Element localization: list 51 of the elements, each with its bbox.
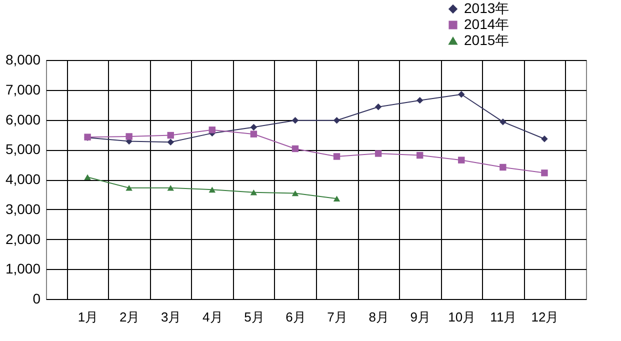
point (333, 116, 340, 124)
point (167, 132, 174, 139)
x-tick-label: 2月 (119, 310, 140, 324)
y-tick-label: 6,000 (5, 111, 41, 128)
x-tick-label: 7月 (327, 310, 348, 324)
point (250, 130, 258, 138)
point (541, 136, 548, 142)
point (250, 189, 258, 196)
point (458, 91, 465, 98)
point (84, 174, 91, 180)
y-tick-label: 8,000 (5, 52, 41, 68)
y-tick-label: 7,000 (5, 81, 41, 98)
legend-label: 2013年 (464, 0, 510, 16)
point (416, 152, 424, 159)
x-tick-label: 11月 (490, 310, 517, 324)
point (208, 186, 216, 193)
point (374, 150, 382, 157)
y-tick-label: 2,000 (5, 230, 41, 247)
point (208, 126, 216, 134)
x-tick-label: 1月 (78, 310, 98, 324)
y-tick-label: 0 (32, 290, 41, 306)
y-tick-label: 4,000 (5, 171, 41, 187)
point (416, 96, 424, 104)
point (333, 196, 340, 202)
point (126, 133, 132, 140)
point (458, 156, 465, 164)
x-tick-label: 10月 (448, 310, 476, 324)
point (126, 184, 132, 191)
x-tick-label: 4月 (202, 310, 223, 324)
x-tick-label: 12月 (531, 310, 559, 324)
x-tick-label: 5月 (244, 310, 264, 324)
point (374, 104, 382, 110)
point (500, 164, 506, 171)
point (333, 153, 340, 160)
x-tick-label: 6月 (286, 310, 306, 324)
legend-label: 2014年 (464, 16, 510, 32)
point (167, 184, 174, 191)
legend-label: 2015年 (464, 32, 510, 48)
x-tick-label: 3月 (161, 310, 182, 324)
y-tick-label: 5,000 (5, 141, 41, 158)
point (167, 138, 174, 146)
y-tick-label: 1,000 (5, 260, 41, 277)
point (250, 124, 258, 131)
point (292, 116, 299, 124)
y-tick-label: 3,000 (5, 200, 41, 217)
point (292, 190, 299, 196)
point (292, 145, 299, 152)
point (541, 170, 548, 176)
x-tick-label: 8月 (368, 310, 389, 324)
x-tick-label: 9月 (410, 310, 430, 324)
point (500, 118, 506, 126)
